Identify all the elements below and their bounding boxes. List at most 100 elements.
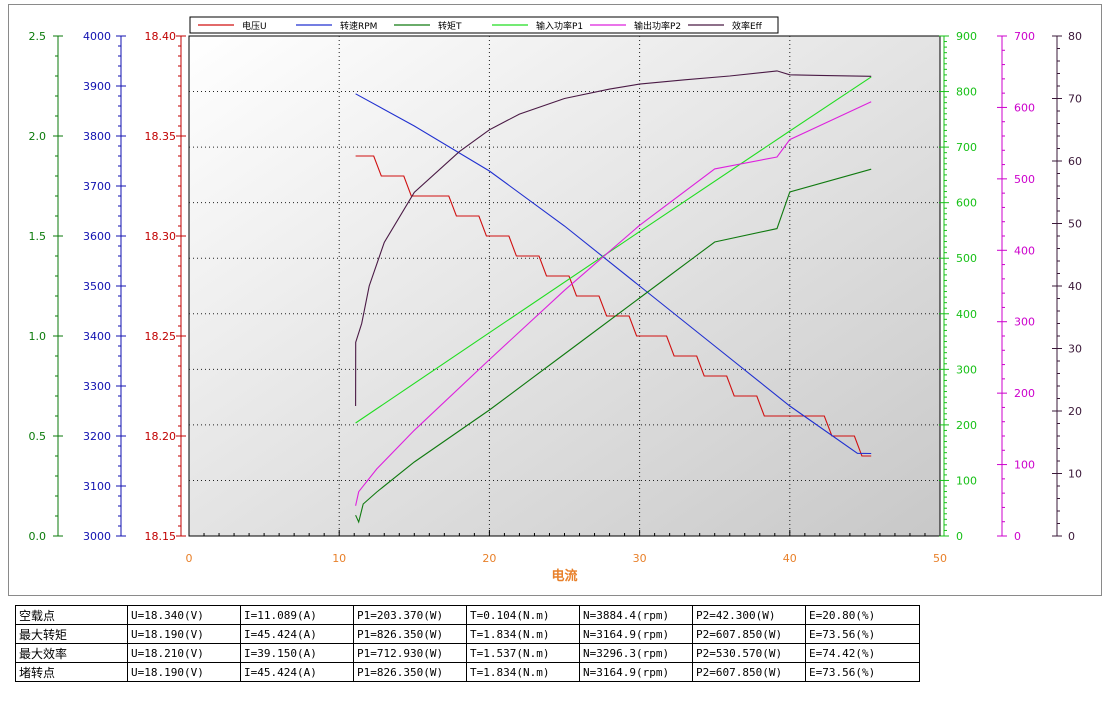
legend-label-3: 输入功率P1 <box>536 20 583 32</box>
table-cell: P2=607.850(W) <box>692 662 806 682</box>
table-cell: U=18.210(V) <box>127 643 241 663</box>
tick-label-p2: 300 <box>1014 316 1035 329</box>
table-cell: P1=203.370(W) <box>353 605 467 625</box>
table-cell: P1=826.350(W) <box>353 662 467 682</box>
table-cell: P1=712.930(W) <box>353 643 467 663</box>
table-cell: I=45.424(A) <box>240 662 354 682</box>
series-line-2 <box>355 168 872 524</box>
table-cell: N=3164.9(rpm) <box>579 624 693 644</box>
tick-label-rpm: 3000 <box>83 530 111 543</box>
tick-label-p2: 500 <box>1014 173 1035 186</box>
series-line-3 <box>355 76 872 424</box>
tick-label-rpm: 3200 <box>83 430 111 443</box>
axis-p2: 0 100 200 300 400 500 600 700 <box>997 30 1035 543</box>
tick-label-rpm: 3300 <box>83 380 111 393</box>
table-cell: E=73.56(%) <box>805 624 920 644</box>
tick-label-p1: 200 <box>956 419 977 432</box>
row-label: 最大效率 <box>15 643 128 663</box>
tick-label-p1: 700 <box>956 141 977 154</box>
tick-label-eff_left: 2.0 <box>29 130 47 143</box>
table-cell: U=18.190(V) <box>127 662 241 682</box>
tick-label-rpm: 3100 <box>83 480 111 493</box>
table-cell: N=3884.4(rpm) <box>579 605 693 625</box>
table-cell: N=3296.3(rpm) <box>579 643 693 663</box>
tick-label-voltage: 18.20 <box>145 430 177 443</box>
series-line-5 <box>355 70 872 407</box>
x-tick-label: 40 <box>783 552 797 565</box>
tick-label-p2: 700 <box>1014 30 1035 43</box>
tick-label-rpm: 3400 <box>83 330 111 343</box>
tick-label-voltage: 18.35 <box>145 130 177 143</box>
table-row: 最大效率 U=18.210(V) I=39.150(A) P1=712.930(W) T… <box>15 643 920 663</box>
axis-eff_left: 0.0 0.5 1.0 1.5 2.0 2.5 <box>29 30 63 543</box>
table-cell: T=1.834(N.m) <box>466 624 580 644</box>
table-row: 最大转矩 U=18.190(V) I=45.424(A) P1=826.350(W) T… <box>15 624 920 644</box>
tick-label-rpm: 3600 <box>83 230 111 243</box>
tick-label-eff: 70 <box>1068 93 1082 106</box>
tick-label-p1: 100 <box>956 474 977 487</box>
axis-eff: 0 10 20 30 40 50 60 70 80 <box>1052 30 1082 543</box>
tick-label-rpm: 3500 <box>83 280 111 293</box>
tick-label-p1: 900 <box>956 30 977 43</box>
tick-label-rpm: 4000 <box>83 30 111 43</box>
tick-label-rpm: 3800 <box>83 130 111 143</box>
tick-label-voltage: 18.25 <box>145 330 177 343</box>
x-axis-label: 电流 <box>551 568 577 584</box>
tick-label-eff: 60 <box>1068 155 1082 168</box>
legend-label-5: 效率Eff <box>732 20 763 32</box>
tick-label-p2: 100 <box>1014 459 1035 472</box>
tick-label-eff: 30 <box>1068 343 1082 356</box>
tick-label-eff: 10 <box>1068 468 1082 481</box>
tick-label-eff_left: 1.0 <box>29 330 47 343</box>
table-cell: P2=42.300(W) <box>692 605 806 625</box>
table-cell: P1=826.350(W) <box>353 624 467 644</box>
legend-box <box>189 16 779 34</box>
tick-label-eff: 20 <box>1068 405 1082 418</box>
x-tick-label: 20 <box>482 552 496 565</box>
table-cell: P2=530.570(W) <box>692 643 806 663</box>
tick-label-eff_left: 2.5 <box>29 30 47 43</box>
series-line-4 <box>355 101 872 506</box>
legend-label-2: 转矩T <box>438 20 462 32</box>
summary-table: 空载点 U=18.340(V) I=11.089(A) P1=203.370(W) T=… <box>15 605 920 682</box>
legend-label-1: 转速RPM <box>340 20 377 32</box>
table-cell: N=3164.9(rpm) <box>579 662 693 682</box>
table-cell: E=74.42(%) <box>805 643 920 663</box>
tick-label-voltage: 18.30 <box>145 230 177 243</box>
tick-label-eff_left: 0.5 <box>29 430 47 443</box>
table-cell: I=45.424(A) <box>240 624 354 644</box>
tick-label-p1: 0 <box>956 530 963 543</box>
legend-label-0: 电压U <box>242 20 267 32</box>
series-line-1 <box>355 93 872 455</box>
row-label: 堵转点 <box>15 662 128 682</box>
row-label: 最大转矩 <box>15 624 128 644</box>
x-tick-label: 30 <box>633 552 647 565</box>
tick-label-p2: 600 <box>1014 101 1035 114</box>
x-tick-label: 10 <box>332 552 346 565</box>
tick-label-rpm: 3900 <box>83 80 111 93</box>
tick-label-p1: 300 <box>956 363 977 376</box>
plot-area <box>188 35 941 537</box>
tick-label-voltage: 18.40 <box>145 30 177 43</box>
series-line-0 <box>355 155 872 457</box>
tick-label-eff: 50 <box>1068 218 1082 231</box>
x-axis: 0 10 20 30 40 50 电流 <box>186 530 947 584</box>
table-cell: E=73.56(%) <box>805 662 920 682</box>
legend-label-4: 输出功率P2 <box>634 20 681 32</box>
tick-label-eff: 0 <box>1068 530 1075 543</box>
axis-rpm: 3000 3100 3200 3300 3400 3500 3600 3700 3800 3900… <box>83 30 126 543</box>
table-cell: P2=607.850(W) <box>692 624 806 644</box>
table-cell: I=39.150(A) <box>240 643 354 663</box>
tick-label-eff: 80 <box>1068 30 1082 43</box>
tick-label-eff_left: 0.0 <box>29 530 47 543</box>
tick-label-p2: 200 <box>1014 387 1035 400</box>
table-cell: T=1.537(N.m) <box>466 643 580 663</box>
row-label: 空载点 <box>15 605 128 625</box>
tick-label-eff: 40 <box>1068 280 1082 293</box>
tick-label-p1: 800 <box>956 86 977 99</box>
table-cell: T=1.834(N.m) <box>466 662 580 682</box>
motor-performance-chart: 0.00.51.01.52.02.53000310032003300340035… <box>29 16 1082 584</box>
table-cell: I=11.089(A) <box>240 605 354 625</box>
tick-label-voltage: 18.15 <box>145 530 177 543</box>
tick-label-p2: 0 <box>1014 530 1021 543</box>
